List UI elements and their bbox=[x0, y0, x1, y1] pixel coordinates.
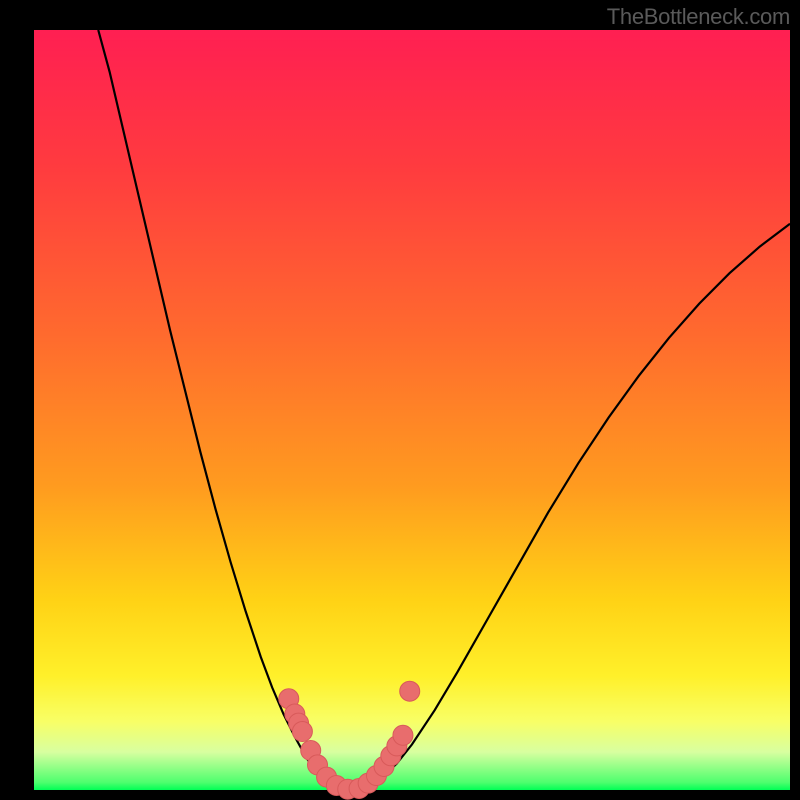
plot-area bbox=[34, 30, 790, 790]
watermark-text: TheBottleneck.com bbox=[607, 4, 790, 30]
chart-frame: TheBottleneck.com bbox=[0, 0, 800, 800]
